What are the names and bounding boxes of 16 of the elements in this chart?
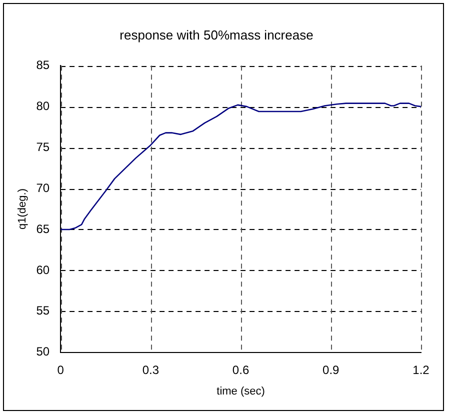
y-tick-label: 80 bbox=[36, 98, 50, 113]
y-tick-label: 65 bbox=[36, 222, 50, 236]
x-axis-title: time (sec) bbox=[216, 385, 265, 398]
x-tick-label: 1.2 bbox=[412, 362, 430, 377]
x-tick-label: 0 bbox=[57, 362, 64, 377]
chart-title: response with 50%mass increase bbox=[120, 27, 314, 42]
y-tick-label: 60 bbox=[36, 262, 50, 277]
y-tick-label: 50 bbox=[36, 344, 50, 359]
y-tick-label: 85 bbox=[36, 58, 50, 72]
x-tick-label: 0.6 bbox=[232, 362, 250, 377]
x-tick-label: 0.3 bbox=[142, 362, 160, 377]
y-tick-label: 55 bbox=[36, 304, 50, 318]
x-tick-label: 0.9 bbox=[322, 362, 340, 377]
y-axis-title: q1(deg.) bbox=[16, 188, 29, 230]
y-tick-label: 70 bbox=[36, 180, 50, 195]
y-tick-label: 75 bbox=[36, 140, 50, 154]
